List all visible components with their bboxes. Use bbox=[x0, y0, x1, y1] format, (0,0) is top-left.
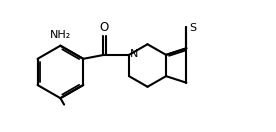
Text: NH₂: NH₂ bbox=[50, 30, 71, 40]
Text: N: N bbox=[130, 49, 139, 59]
Text: S: S bbox=[189, 23, 196, 33]
Text: O: O bbox=[99, 21, 109, 34]
